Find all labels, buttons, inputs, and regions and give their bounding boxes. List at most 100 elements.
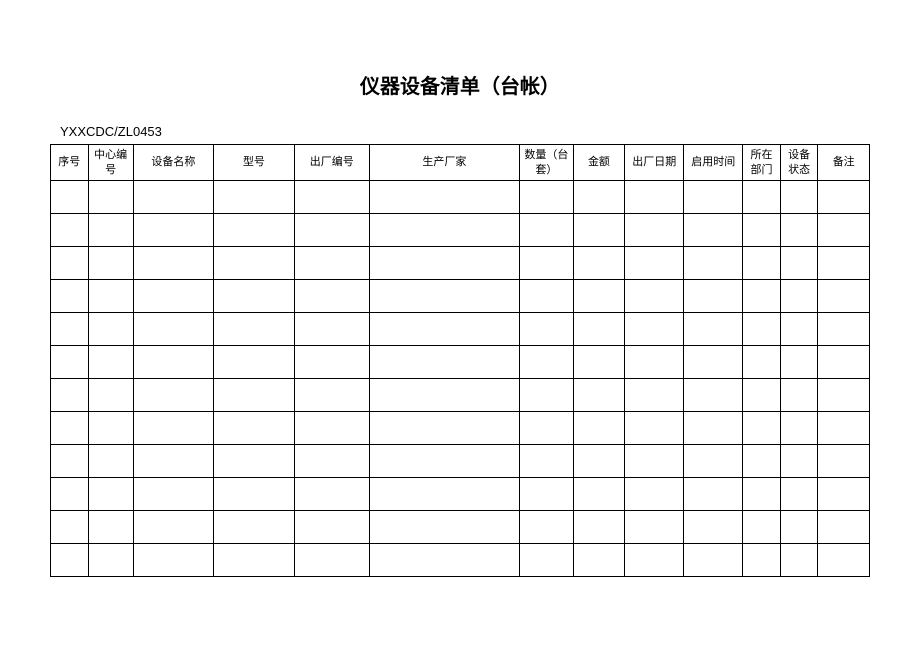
table-cell [51,445,89,478]
table-cell [625,313,684,346]
table-cell [818,346,870,379]
table-cell [818,214,870,247]
table-cell [573,346,625,379]
table-cell [88,445,133,478]
table-cell [818,313,870,346]
table-cell [294,445,369,478]
column-header: 设备状态 [780,145,818,181]
table-cell [818,445,870,478]
table-cell [133,214,214,247]
table-cell [294,181,369,214]
column-header: 金额 [573,145,625,181]
table-cell [818,511,870,544]
table-cell [294,412,369,445]
table-cell [88,280,133,313]
table-cell [294,511,369,544]
table-row [51,280,870,313]
table-cell [625,412,684,445]
table-cell [520,346,574,379]
table-row [51,445,870,478]
column-header: 数量（台套） [520,145,574,181]
table-cell [51,412,89,445]
table-cell [294,379,369,412]
table-cell [88,511,133,544]
table-cell [214,478,295,511]
table-cell [573,445,625,478]
table-cell [520,313,574,346]
table-cell [369,181,519,214]
table-cell [51,181,89,214]
table-cell [818,181,870,214]
table-cell [520,379,574,412]
table-cell [780,511,818,544]
table-cell [133,346,214,379]
table-cell [214,247,295,280]
table-cell [214,445,295,478]
table-cell [51,214,89,247]
table-cell [133,181,214,214]
table-cell [780,346,818,379]
table-cell [88,412,133,445]
table-cell [743,511,781,544]
table-cell [780,412,818,445]
table-cell [780,544,818,577]
table-cell [88,247,133,280]
table-cell [684,478,743,511]
table-cell [520,214,574,247]
table-row [51,511,870,544]
table-cell [625,445,684,478]
table-cell [625,247,684,280]
table-cell [520,181,574,214]
table-cell [133,280,214,313]
table-header-row: 序号中心编号设备名称型号出厂编号生产厂家数量（台套）金额出厂日期启用时间所在部门… [51,145,870,181]
table-cell [51,247,89,280]
table-cell [743,247,781,280]
table-cell [684,214,743,247]
table-cell [573,214,625,247]
table-cell [88,544,133,577]
table-cell [133,478,214,511]
table-cell [369,379,519,412]
table-cell [214,346,295,379]
table-cell [294,346,369,379]
table-cell [51,544,89,577]
column-header: 中心编号 [88,145,133,181]
column-header: 备注 [818,145,870,181]
table-cell [88,313,133,346]
column-header: 型号 [214,145,295,181]
table-cell [294,247,369,280]
table-cell [520,511,574,544]
table-cell [573,280,625,313]
table-cell [625,346,684,379]
table-cell [51,280,89,313]
table-cell [573,412,625,445]
table-cell [520,280,574,313]
table-row [51,478,870,511]
table-cell [88,181,133,214]
table-cell [294,214,369,247]
table-cell [133,511,214,544]
table-cell [51,511,89,544]
table-cell [573,511,625,544]
table-cell [573,181,625,214]
table-cell [88,478,133,511]
table-cell [214,511,295,544]
table-cell [88,214,133,247]
table-cell [780,247,818,280]
table-cell [625,478,684,511]
table-cell [743,478,781,511]
column-header: 启用时间 [684,145,743,181]
table-row [51,247,870,280]
table-cell [369,544,519,577]
table-cell [369,346,519,379]
column-header: 所在部门 [743,145,781,181]
table-cell [743,379,781,412]
table-cell [743,412,781,445]
table-cell [133,544,214,577]
table-cell [369,280,519,313]
column-header: 设备名称 [133,145,214,181]
table-cell [133,379,214,412]
table-cell [625,280,684,313]
table-cell [369,313,519,346]
table-body [51,181,870,577]
